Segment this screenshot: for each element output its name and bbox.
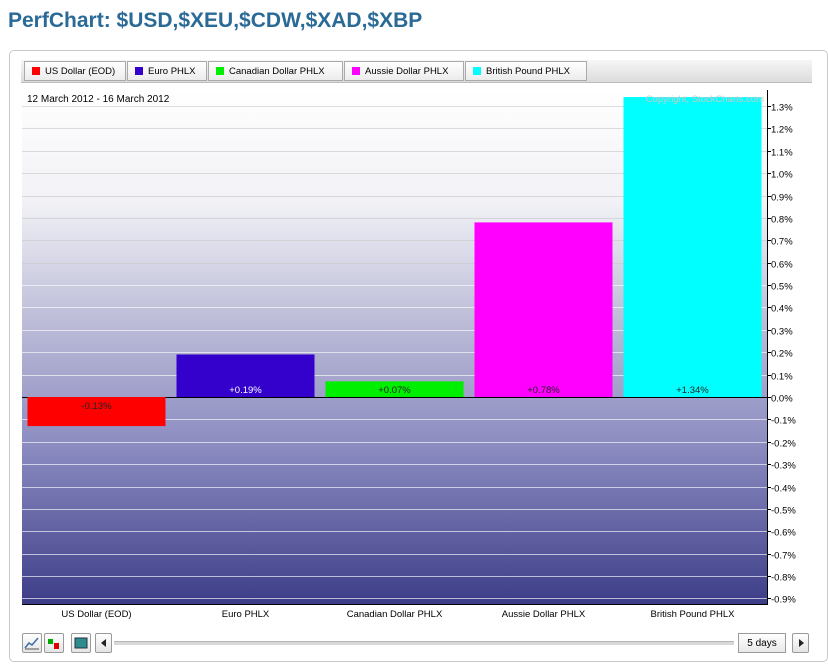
bar-value-label: +0.19%: [229, 385, 262, 396]
arrow-left-icon: [100, 639, 106, 647]
legend-item-xbp[interactable]: British Pound PHLX: [465, 61, 587, 81]
bar-value-label: -0.13%: [81, 401, 112, 412]
y-tick-label: 0.6%: [771, 260, 793, 271]
x-category-label: Canadian Dollar PHLX: [347, 609, 443, 620]
bar-4: [623, 97, 762, 398]
y-tick-label: 0.2%: [771, 349, 793, 360]
y-tick-label: -0.3%: [771, 461, 796, 472]
arrow-right-icon: [798, 639, 804, 647]
legend-label: Canadian Dollar PHLX: [229, 65, 325, 77]
page-title: PerfChart: $USD,$XEU,$CDW,$XAD,$XBP: [8, 9, 423, 32]
legend-label: Euro PHLX: [148, 65, 196, 77]
y-tick-label: -0.6%: [771, 528, 796, 539]
legend-swatch: [352, 67, 360, 75]
legend-label: US Dollar (EOD): [45, 65, 116, 77]
legend-item-usd[interactable]: US Dollar (EOD): [24, 61, 126, 81]
legend-label: Aussie Dollar PHLX: [365, 65, 449, 77]
legend-swatch: [216, 67, 224, 75]
y-tick-label: -0.4%: [771, 484, 796, 495]
y-tick-label: 0.4%: [771, 304, 793, 315]
date-slider[interactable]: [114, 641, 734, 645]
x-category-label: Euro PHLX: [222, 609, 270, 620]
date-range: 12 March 2012 - 16 March 2012: [27, 94, 170, 105]
y-tick-label: 1.2%: [771, 125, 793, 136]
histogram-icon: [74, 637, 88, 649]
line-chart-button[interactable]: [22, 633, 42, 653]
bar-value-label: +0.07%: [378, 385, 411, 396]
y-tick-label: -0.2%: [771, 439, 796, 450]
x-category-label: Aussie Dollar PHLX: [502, 609, 586, 620]
bar-1: [176, 354, 315, 397]
legend-swatch: [32, 67, 40, 75]
y-tick-label: 1.3%: [771, 103, 793, 114]
bar-0: [27, 397, 166, 427]
y-tick-label: 0.7%: [771, 237, 793, 248]
bar-chart-icon: [48, 639, 59, 649]
y-tick-label: 1.1%: [771, 148, 793, 159]
bar-chart-button[interactable]: [44, 633, 64, 653]
legend-item-cdw[interactable]: Canadian Dollar PHLX: [208, 61, 343, 81]
y-tick-label: -0.8%: [771, 573, 796, 584]
y-tick-label: 0.0%: [771, 394, 793, 405]
y-tick-label: 0.3%: [771, 327, 793, 338]
y-tick-label: -0.5%: [771, 506, 796, 517]
y-tick-label: -0.9%: [771, 595, 796, 606]
legend-swatch: [135, 67, 143, 75]
legend-label: British Pound PHLX: [486, 65, 570, 77]
y-tick-label: 0.8%: [771, 215, 793, 226]
legend-item-xad[interactable]: Aussie Dollar PHLX: [344, 61, 464, 81]
x-category-label: British Pound PHLX: [651, 609, 736, 620]
bar-value-label: +0.78%: [527, 385, 560, 396]
y-tick-label: 1.0%: [771, 170, 793, 181]
legend-item-xeu[interactable]: Euro PHLX: [127, 61, 207, 81]
bar-2: [325, 381, 464, 397]
y-tick-label: 0.5%: [771, 282, 793, 293]
line-chart-icon: [24, 637, 39, 650]
period-selector[interactable]: 5 days: [738, 633, 786, 653]
scroll-right-button[interactable]: [792, 633, 809, 653]
y-tick-label: -0.1%: [771, 416, 796, 427]
y-tick-label: 0.1%: [771, 372, 793, 383]
legend-swatch: [473, 67, 481, 75]
y-tick-label: 0.9%: [771, 193, 793, 204]
x-category-label: US Dollar (EOD): [61, 609, 131, 620]
bar-value-label: +1.34%: [676, 385, 709, 396]
bar-3: [474, 222, 613, 397]
scroll-left-button[interactable]: [95, 633, 112, 653]
watermark: Copyright, StockCharts.com: [646, 94, 764, 105]
y-tick-label: -0.7%: [771, 551, 796, 562]
histogram-button[interactable]: [71, 633, 91, 653]
